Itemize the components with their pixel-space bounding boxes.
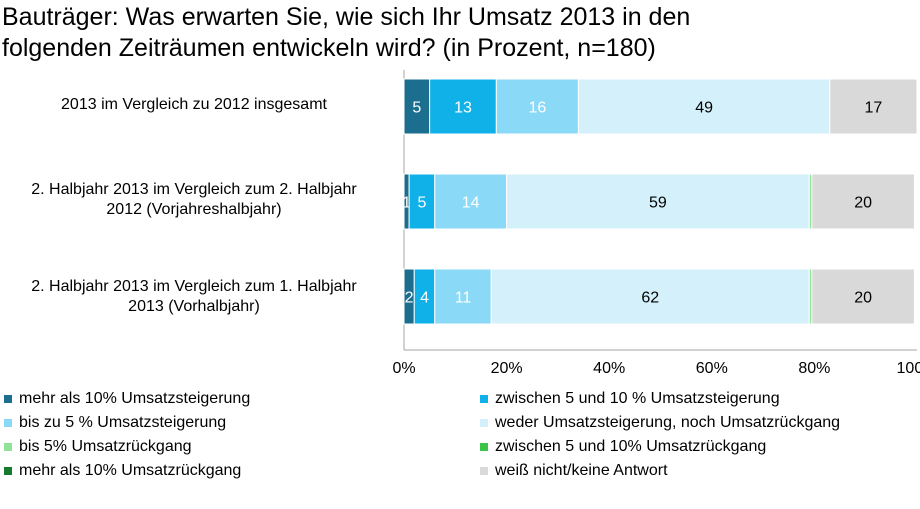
data-label-2-8: 20 xyxy=(854,195,872,212)
data-label-1-1: 5 xyxy=(412,100,421,117)
bar-segment-3-8 xyxy=(811,268,915,325)
category-label-2-line-1: 2. Halbjahr 2013 im Vergleich zum 2. Hal… xyxy=(31,181,357,198)
x-tick-label-6: 100% xyxy=(897,360,920,377)
bar-segment-3-4 xyxy=(490,268,810,325)
category-label-1-line-1: 2013 im Vergleich zu 2012 insgesamt xyxy=(61,96,327,113)
bar-segment-1-2 xyxy=(429,78,497,135)
data-label-3-1: 2 xyxy=(405,290,414,307)
data-label-2-4: 59 xyxy=(649,195,667,212)
bar-segment-1-8 xyxy=(829,78,918,135)
data-label-2-2: 5 xyxy=(418,195,427,212)
chart-title-line-2: folgenden Zeiträumen entwickeln wird? (i… xyxy=(2,34,656,62)
data-label-1-8: 17 xyxy=(864,100,882,117)
category-label-3: 2. Halbjahr 2013 im Vergleich zum 1. Hal… xyxy=(0,277,388,317)
data-label-3-2: 4 xyxy=(420,290,429,307)
category-label-3-line-1: 2. Halbjahr 2013 im Vergleich zum 1. Hal… xyxy=(31,278,357,295)
chart-title: Bauträger: Was erwarten Sie, wie sich Ih… xyxy=(2,2,902,64)
data-label-2-3: 14 xyxy=(462,195,480,212)
data-label-3-3: 11 xyxy=(455,290,472,307)
bar-segment-2-3 xyxy=(434,173,508,230)
x-tick-label-4: 60% xyxy=(696,360,728,377)
chart-title-line-1: Bauträger: Was erwarten Sie, wie sich Ih… xyxy=(2,3,691,31)
bar-segment-3-3 xyxy=(434,268,492,325)
category-label-1: 2013 im Vergleich zu 2012 insgesamt xyxy=(0,95,388,115)
data-label-1-3: 16 xyxy=(528,100,546,117)
data-label-1-2: 13 xyxy=(454,100,472,117)
data-label-3-8: 20 xyxy=(854,290,872,307)
category-label-3-line-2: 2013 (Vorhalbjahr) xyxy=(128,298,260,315)
x-tick-label-1: 0% xyxy=(392,360,415,377)
bar-segment-1-4 xyxy=(577,78,831,135)
bar-segment-1-1 xyxy=(403,78,431,135)
data-label-1-4: 49 xyxy=(695,100,713,117)
bar-segment-2-8 xyxy=(811,173,915,230)
category-label-2-line-2: 2012 (Vorjahreshalbjahr) xyxy=(106,201,282,218)
x-tick-label-3: 40% xyxy=(593,360,625,377)
bar-segment-1-3 xyxy=(495,78,579,135)
data-label-2-1: 1 xyxy=(402,195,411,212)
category-label-2: 2. Halbjahr 2013 im Vergleich zum 2. Hal… xyxy=(0,180,388,220)
x-tick-label-2: 20% xyxy=(491,360,523,377)
x-tick-label-5: 80% xyxy=(798,360,830,377)
bar-segment-2-4 xyxy=(506,173,810,230)
data-label-3-4: 62 xyxy=(641,290,659,307)
bar-segment-2-2 xyxy=(408,173,436,230)
